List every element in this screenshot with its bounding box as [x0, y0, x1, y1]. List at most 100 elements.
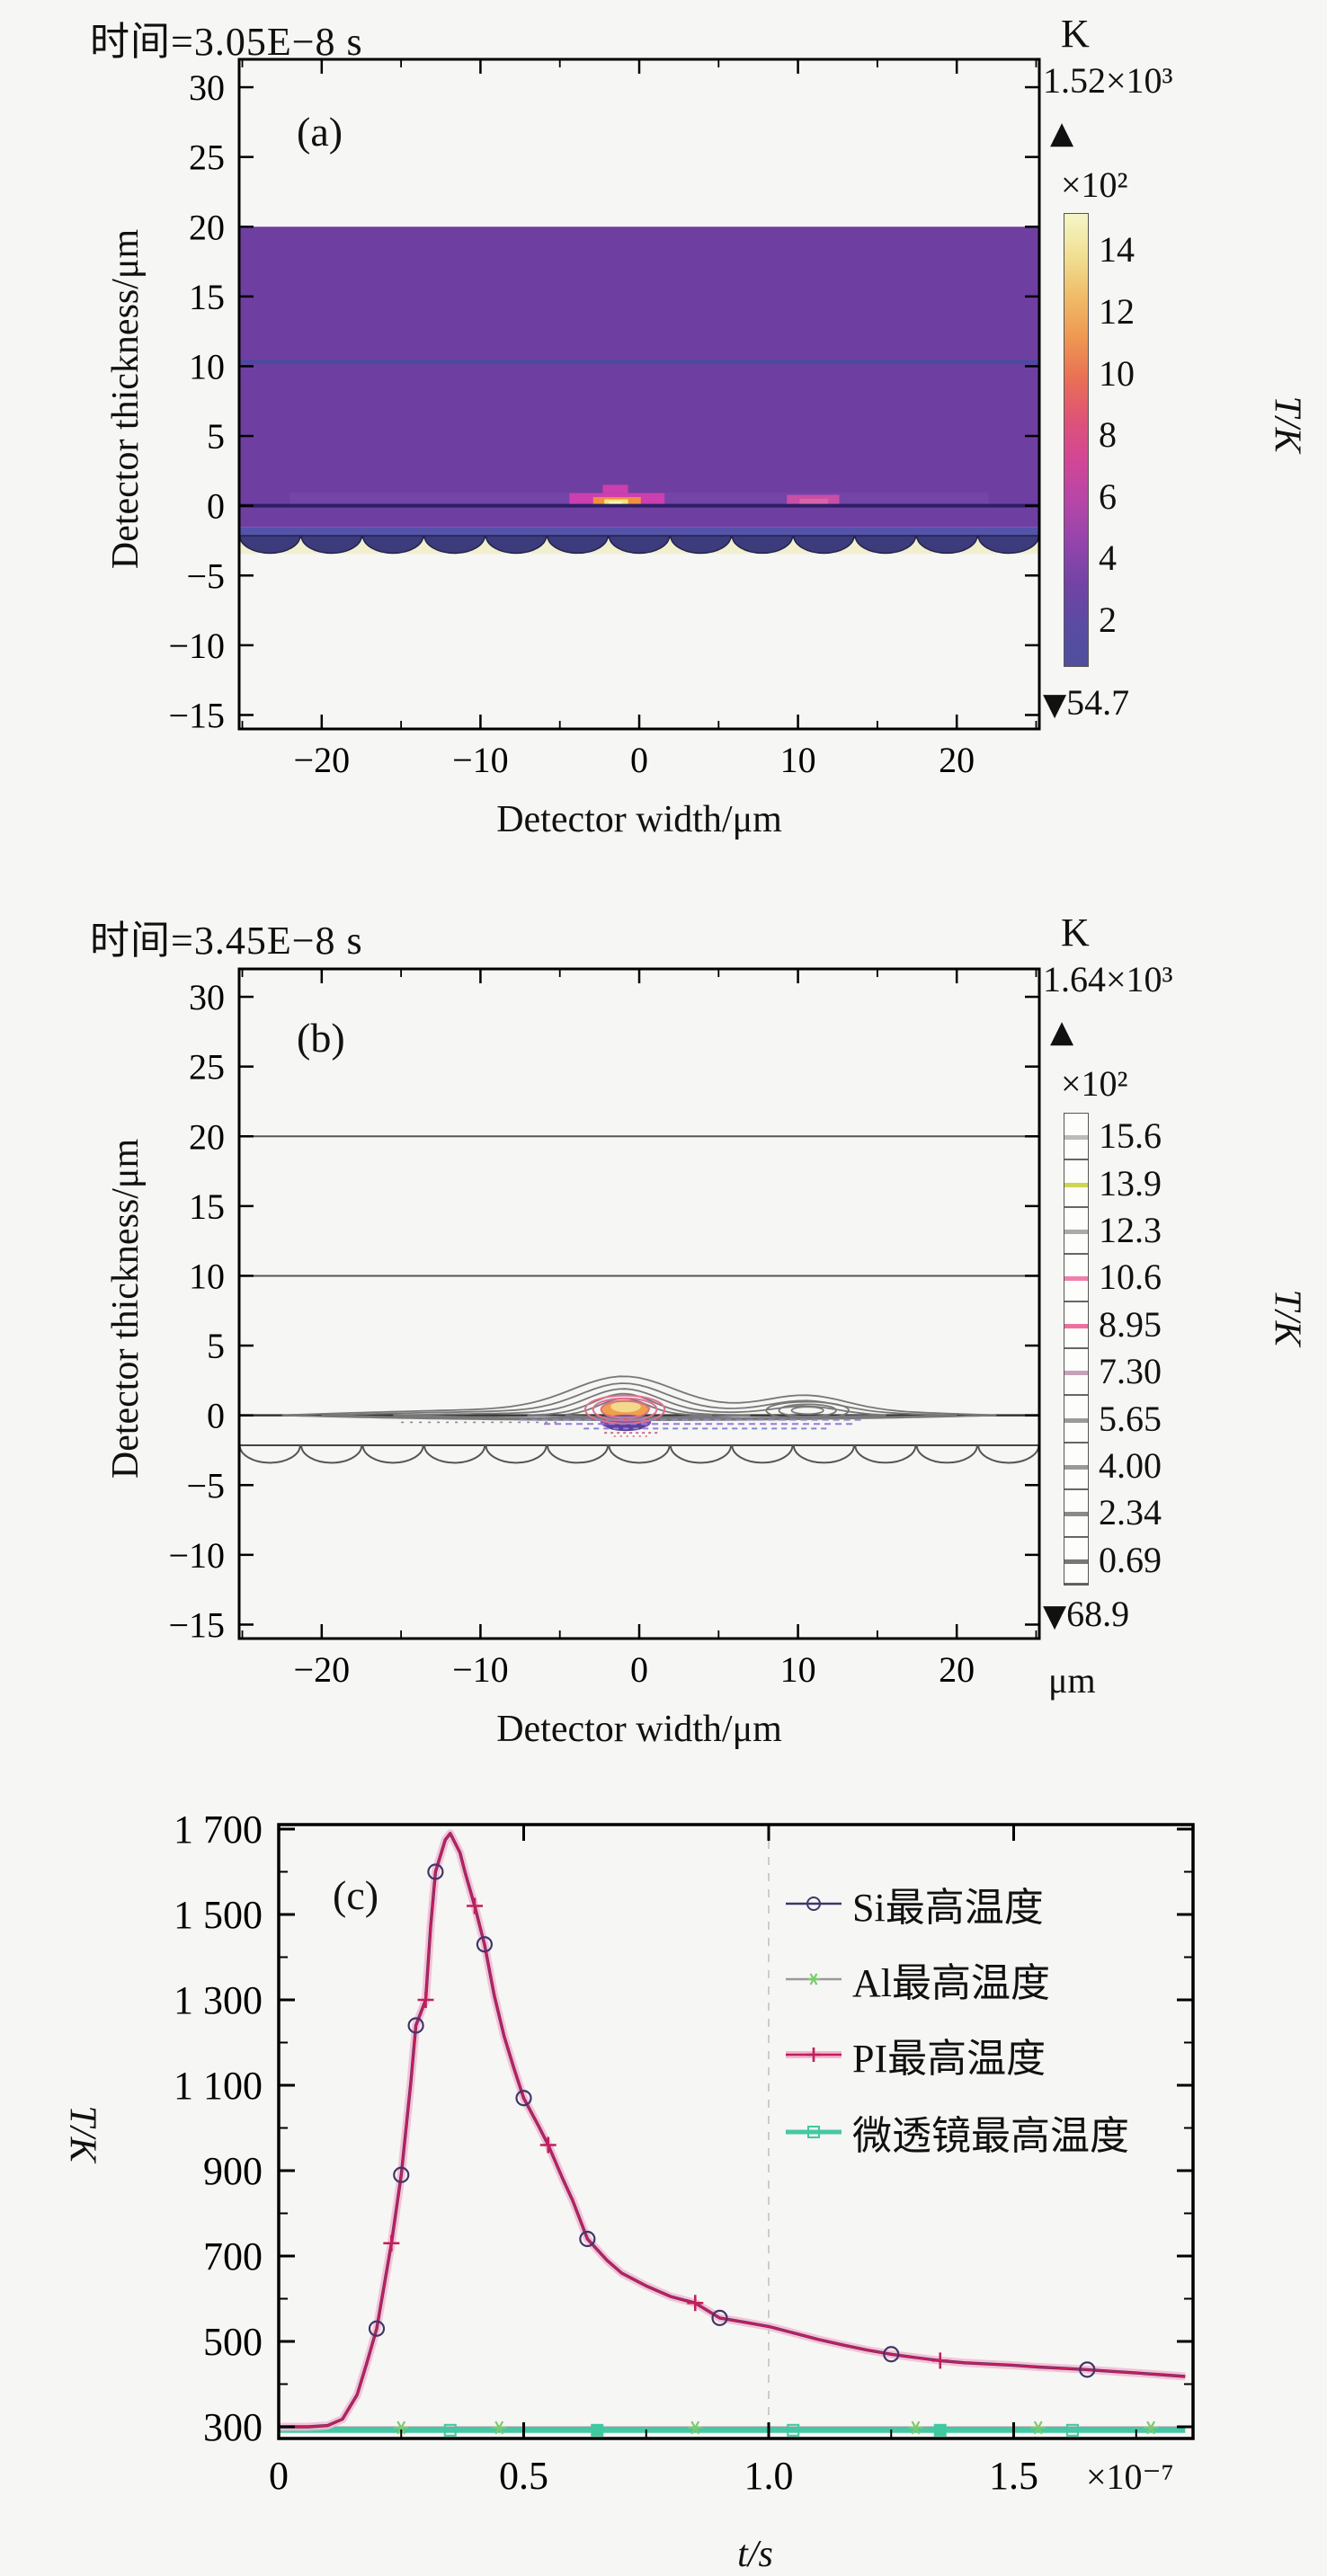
svg-text:10: 10 — [189, 346, 225, 386]
svg-text:−15: −15 — [168, 1604, 225, 1645]
colorbar-b-tick: 5.65 — [1099, 1398, 1162, 1439]
colorbar-a-tick: 4 — [1099, 537, 1117, 579]
panel-a-colorbar-title: T/K — [1266, 395, 1308, 453]
svg-text:1 500: 1 500 — [174, 1893, 263, 1937]
svg-text:0: 0 — [207, 1396, 225, 1436]
panel-c-letter: (c) — [333, 1872, 379, 1918]
pi-legend-marker-icon — [786, 2047, 842, 2062]
svg-text:−10: −10 — [452, 1649, 509, 1690]
svg-text:30: 30 — [189, 67, 225, 108]
up-arrow-icon: ▲ — [1050, 115, 1074, 151]
legend-symbol — [786, 2047, 842, 2062]
colorbar-b-tick: 15.6 — [1099, 1115, 1162, 1157]
panel-a-ylabel: Detector thickness/μm — [105, 228, 147, 570]
panel-a-colorbar-max: 1.52×10³ — [1043, 60, 1173, 101]
svg-text:−5: −5 — [186, 1465, 225, 1506]
svg-text:20: 20 — [189, 207, 225, 247]
panel-b-colorbar-unit: K — [1061, 910, 1090, 955]
colorbar-b-level-mark — [1064, 1417, 1088, 1423]
panel-b-colorbar-max: 1.64×10³ — [1043, 959, 1173, 999]
colorbar-b-cell — [1064, 1208, 1088, 1256]
colorbar-b-level-mark — [1064, 1276, 1088, 1282]
svg-text:1 100: 1 100 — [174, 2064, 263, 2108]
axes-c: 0 0.5 1.0 1.5 1 700 1 500 1 300 1 100 900 700 500 3… — [174, 1808, 1195, 2498]
svg-text:−5: −5 — [186, 555, 225, 596]
axes: −20 −10 0 10 20 30 25 20 15 10 5 0 −5 −10 −15 — [168, 58, 1041, 780]
legend-label-al: Al最高温度 — [852, 1961, 1050, 2005]
panel-c-xlabel: t/s — [737, 2534, 773, 2575]
svg-text:−20: −20 — [294, 1649, 351, 1690]
line-chart — [279, 1825, 1186, 2438]
svg-text:300: 300 — [203, 2405, 263, 2449]
panel-c-ylabel: T/K — [61, 2105, 103, 2163]
svg-text:−20: −20 — [294, 740, 351, 780]
svg-text:−10: −10 — [452, 740, 509, 780]
legend-label-pi: PI最高温度 — [852, 2037, 1046, 2081]
panel-b-plot: −20 −10 0 10 20 30 25 20 15 10 5 0 −5 −10 −15 — [168, 967, 1041, 1690]
svg-text:20: 20 — [939, 1649, 975, 1690]
panel-b-title: 时间=3.45E−8 s — [90, 919, 363, 963]
colorbar-b-level-mark — [1064, 1371, 1088, 1376]
svg-text:0: 0 — [269, 2454, 289, 2498]
svg-text:5: 5 — [207, 416, 225, 457]
panel-a-letter: (a) — [297, 109, 343, 155]
svg-text:1.5: 1.5 — [989, 2454, 1038, 2498]
colorbar-a-tick: 12 — [1099, 290, 1135, 332]
panel-a-colorbar-labels: 14 12 10 8 6 4 2 — [1099, 213, 1207, 665]
heatmap-a — [239, 227, 1039, 555]
colorbar-b-level-mark — [1064, 1464, 1088, 1470]
panel-a-title: 时间=3.05E−8 s — [90, 20, 363, 64]
colorbar-b-tick: 7.30 — [1099, 1351, 1162, 1392]
colorbar-b-cell — [1064, 1302, 1088, 1349]
colorbar-b-cell — [1064, 1538, 1088, 1585]
legend-item-si: Si最高温度 — [784, 1875, 1044, 1932]
svg-text:15: 15 — [189, 1186, 225, 1227]
colorbar-b-level-mark — [1064, 1135, 1088, 1141]
svg-text:1 700: 1 700 — [174, 1808, 263, 1852]
svg-text:−10: −10 — [168, 1535, 225, 1576]
panel-a-colorbar-unit: K — [1061, 12, 1090, 56]
panel-a-colorbar — [1064, 213, 1089, 667]
svg-text:20: 20 — [939, 740, 975, 780]
down-arrow-icon: ▼ — [1043, 1598, 1067, 1634]
colorbar-b-cell — [1064, 1396, 1088, 1443]
svg-text:20: 20 — [189, 1116, 225, 1157]
panel-b-colorbar-labels: 15.6 13.9 12.3 10.6 8.95 7.30 5.65 4.00 2.34 0.69 — [1099, 1113, 1225, 1584]
colorbar-b-tick: 12.3 — [1099, 1210, 1162, 1250]
colorbar-b-tick: 0.69 — [1099, 1539, 1162, 1580]
svg-text:25: 25 — [189, 138, 225, 178]
panel-b-colorbar-title: T/K — [1266, 1289, 1308, 1346]
colorbar-b-cell — [1064, 1349, 1088, 1397]
svg-text:1.0: 1.0 — [744, 2454, 794, 2498]
panel-b-colorbar-min: ▼68.9 — [1043, 1594, 1130, 1634]
svg-text:0: 0 — [630, 740, 648, 780]
colorbar-b-cell — [1064, 1160, 1088, 1208]
panel-a-xlabel: Detector width/μm — [496, 799, 782, 840]
panel-b-letter: (b) — [297, 1015, 345, 1061]
colorbar-b-cell — [1064, 1490, 1088, 1538]
up-arrow-icon: ▲ — [1050, 1014, 1074, 1050]
panel-a-colorbar-scale: ×10² — [1061, 164, 1128, 205]
colorbar-b-tick: 2.34 — [1099, 1492, 1162, 1533]
colorbar-b-tick: 8.95 — [1099, 1303, 1162, 1345]
svg-text:10: 10 — [780, 1649, 816, 1690]
colorbar-b-level-mark — [1064, 1182, 1088, 1187]
colorbar-b-tick: 10.6 — [1099, 1257, 1162, 1298]
svg-text:1 300: 1 300 — [174, 1978, 263, 2022]
axes: −20 −10 0 10 20 30 25 20 15 10 5 0 −5 −10 −15 — [168, 967, 1041, 1690]
legend-item-lens: 微透镜最高温度 — [784, 2103, 1129, 2161]
panel-a-plot: −20 −10 0 10 20 30 25 20 15 10 5 0 −5 −10 −15 — [168, 58, 1041, 780]
down-arrow-icon: ▼ — [1043, 687, 1067, 723]
svg-text:700: 700 — [203, 2234, 263, 2278]
colorbar-b-tick: 13.9 — [1099, 1162, 1162, 1204]
colorbar-a-tick: 10 — [1099, 352, 1135, 394]
legend-label-si: Si最高温度 — [852, 1886, 1044, 1930]
lens-legend-marker-icon — [786, 2126, 842, 2138]
contour-b — [238, 1135, 1040, 1464]
legend-item-al: Al最高温度 — [784, 1950, 1050, 2008]
svg-text:500: 500 — [203, 2320, 263, 2364]
colorbar-b-cell — [1064, 1114, 1088, 1161]
panel-a-colorbar-min: ▼54.7 — [1043, 682, 1130, 723]
panel-b-ylabel: Detector thickness/μm — [105, 1138, 147, 1479]
